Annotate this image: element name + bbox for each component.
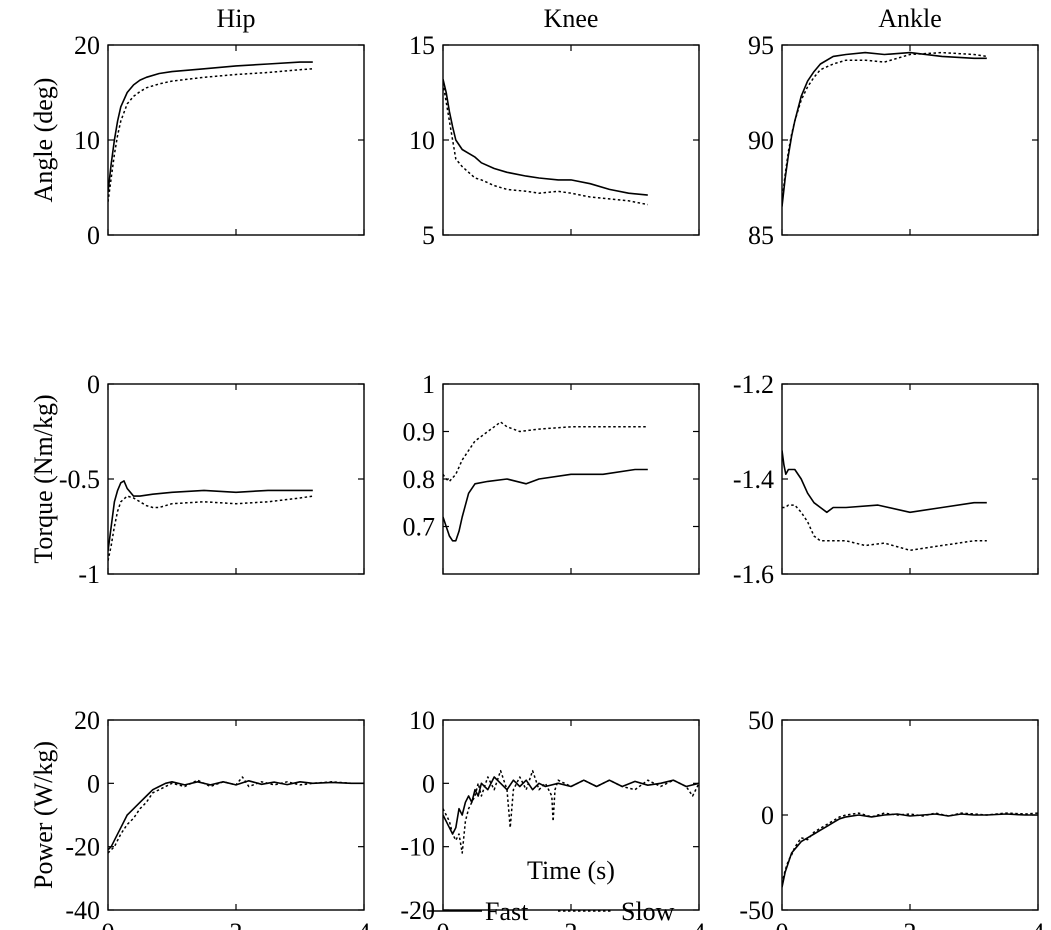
- plot-frame-power-hip: [107, 719, 365, 911]
- subplot-grid: 0102051015859095-1-0.500.70.80.91-1.6-1.…: [59, 31, 1045, 930]
- series-line-slow-power-hip: [108, 776, 364, 854]
- series-line-fast-power-ankle: [782, 813, 1038, 888]
- subplot-angle-ankle: 85 90 95: [748, 31, 1039, 250]
- subplot-angle-hip: 0 10 20: [74, 31, 365, 250]
- legend-label-slow: Slow: [621, 897, 675, 926]
- x-tick-label: 0: [102, 918, 115, 930]
- y-tick-label: 50: [748, 706, 774, 735]
- y-tick-label: -1.2: [733, 370, 774, 399]
- subplot-torque-knee: 0.7 0.8 0.9 1: [403, 370, 700, 575]
- legend-label-fast: Fast: [485, 897, 529, 926]
- x-tick-label: 4: [693, 918, 706, 930]
- y-tick-label: -10: [400, 833, 435, 862]
- plot-frame-angle-ankle: [781, 44, 1039, 236]
- y-tick-label: -40: [65, 896, 100, 925]
- series-line-slow-angle-knee: [443, 82, 648, 206]
- y-tick-label: -50: [739, 896, 774, 925]
- plot-frame-torque-hip: [107, 383, 365, 575]
- y-tick-label: 0: [87, 370, 100, 399]
- subplot-power-ankle: -50050024: [739, 706, 1044, 930]
- series-line-fast-angle-knee: [443, 79, 648, 196]
- row-label-angle: Angle (deg): [29, 78, 58, 203]
- subplot-torque-ankle: -1.6 -1.4 -1.2: [733, 370, 1039, 589]
- subplot-torque-hip: -1 -0.5 0: [59, 370, 365, 589]
- y-tick-label: 10: [74, 126, 100, 155]
- y-tick-label: 0: [87, 221, 100, 250]
- series-line-fast-torque-hip: [108, 480, 313, 552]
- column-title-hip: Hip: [217, 4, 256, 33]
- y-tick-label: 0.8: [403, 465, 436, 494]
- series-line-fast-angle-ankle: [782, 51, 987, 207]
- y-tick-label: -20: [65, 833, 100, 862]
- plot-frame-angle-hip: [107, 44, 365, 236]
- y-tick-label: 1: [422, 370, 435, 399]
- column-title-ankle: Ankle: [878, 4, 942, 33]
- legend: Fast Slow: [427, 897, 675, 926]
- y-tick-label: 0: [761, 801, 774, 830]
- x-tick-label: 2: [230, 918, 243, 930]
- plot-frame-angle-knee: [442, 44, 700, 236]
- y-tick-label: 90: [748, 126, 774, 155]
- y-tick-label: -1.4: [733, 465, 774, 494]
- y-tick-label: 95: [748, 31, 774, 60]
- y-tick-label: 0: [422, 769, 435, 798]
- series-line-fast-angle-hip: [108, 61, 313, 193]
- x-tick-label: 4: [1032, 918, 1045, 930]
- y-tick-label: 5: [422, 221, 435, 250]
- series-line-slow-torque-ankle: [782, 504, 987, 552]
- series-line-slow-power-knee: [443, 769, 699, 854]
- y-tick-label: -1: [78, 560, 100, 589]
- series-line-slow-angle-hip: [108, 68, 313, 202]
- y-tick-label: -0.5: [59, 465, 100, 494]
- y-tick-label: 0.7: [403, 513, 436, 542]
- subplot-power-hip: -40 -20 0 20 0 2 4: [65, 706, 370, 930]
- series-line-fast-power-knee: [443, 776, 699, 835]
- series-line-slow-angle-ankle: [782, 51, 987, 201]
- x-axis-label: Time (s): [527, 856, 615, 885]
- plot-frame-torque-ankle: [781, 383, 1039, 575]
- plot-frame-torque-knee: [442, 383, 700, 575]
- x-tick-label: 0: [437, 918, 450, 930]
- series-line-fast-torque-knee: [443, 468, 648, 542]
- series-line-fast-power-hip: [108, 779, 364, 851]
- y-tick-label: 20: [74, 31, 100, 60]
- y-tick-label: -1.6: [733, 560, 774, 589]
- x-tick-label: 2: [565, 918, 578, 930]
- y-tick-label: 10: [409, 126, 435, 155]
- row-label-power: Power (W/kg): [29, 741, 58, 889]
- y-tick-label: 0.9: [403, 418, 436, 447]
- x-tick-label: 4: [358, 918, 371, 930]
- x-tick-label: 2: [904, 918, 917, 930]
- y-tick-label: 15: [409, 31, 435, 60]
- series-line-slow-power-ankle: [782, 812, 1038, 884]
- y-tick-label: 0: [87, 769, 100, 798]
- series-line-fast-torque-ankle: [782, 450, 987, 514]
- y-tick-label: 10: [409, 706, 435, 735]
- column-title-knee: Knee: [544, 4, 599, 33]
- y-tick-label: 85: [748, 221, 774, 250]
- y-tick-label: 20: [74, 706, 100, 735]
- series-line-slow-torque-hip: [108, 495, 313, 561]
- row-label-torque: Torque (Nm/kg): [29, 394, 58, 563]
- subplot-angle-knee: 5 10 15: [409, 31, 700, 250]
- x-tick-label: 0: [776, 918, 789, 930]
